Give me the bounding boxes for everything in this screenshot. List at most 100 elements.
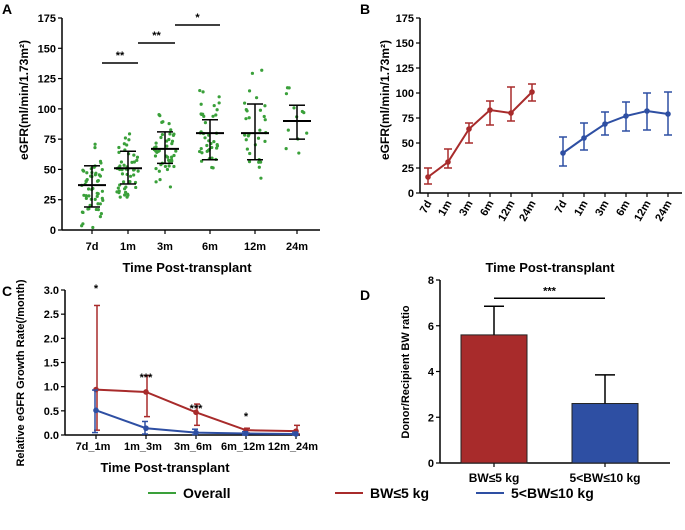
panel-c-point bbox=[193, 429, 199, 436]
panel-a-point bbox=[169, 128, 173, 132]
panel-a-point bbox=[84, 196, 88, 200]
panel-a-point bbox=[115, 190, 119, 194]
panel-a-y-tick-label: 25 bbox=[44, 195, 56, 207]
panel-b-point bbox=[466, 126, 472, 132]
panel-a-x-tick-label: 3m bbox=[157, 241, 173, 253]
panel-a: A eGFR(ml/min/1.73m²) Time Post-transpla… bbox=[2, 1, 320, 275]
panel-a-point bbox=[153, 154, 158, 158]
panel-a-point bbox=[286, 128, 290, 132]
panel-b-x-tick-label: 12m bbox=[632, 198, 654, 223]
panel-a-point bbox=[116, 186, 120, 190]
panel-c-y-tick-label: 2.5 bbox=[44, 309, 59, 321]
panel-c: C Relative eGFR Growth Rate(/month) Time… bbox=[2, 279, 318, 475]
panel-a-sig-label: * bbox=[195, 12, 200, 24]
panel-b-y-tick-label: 75 bbox=[402, 113, 414, 125]
panel-a-point bbox=[256, 136, 261, 140]
panel-b-y-tick-label: 125 bbox=[396, 63, 414, 75]
panel-b-point bbox=[425, 174, 431, 180]
panel-c-point bbox=[293, 431, 299, 437]
panel-c-x-tick-label: 7d_1m bbox=[76, 441, 111, 453]
panel-a-point bbox=[132, 173, 136, 177]
panel-a-point bbox=[118, 195, 122, 199]
panel-a-point bbox=[167, 122, 171, 126]
panel-a-y-tick-label: 0 bbox=[50, 225, 56, 237]
panel-a-point bbox=[254, 96, 259, 100]
panel-b-y-tick-label: 0 bbox=[408, 188, 414, 200]
panel-d-ylabel: Donor/Recipient BW ratio bbox=[400, 305, 412, 439]
panel-a-point bbox=[244, 117, 248, 121]
panel-a-point bbox=[248, 151, 252, 156]
panel-c-y-tick-label: 1.5 bbox=[44, 358, 59, 370]
panel-a-point bbox=[284, 92, 289, 96]
panel-a-point bbox=[93, 142, 97, 146]
panel-a-point bbox=[157, 169, 161, 173]
panel-a-point bbox=[212, 103, 216, 108]
panel-b-x-tick-label: 7d bbox=[418, 199, 435, 216]
panel-a-point bbox=[172, 164, 176, 169]
panel-a-point bbox=[86, 207, 90, 211]
panel-a-point bbox=[160, 120, 164, 125]
panel-b-point bbox=[644, 108, 650, 114]
panel-a-point bbox=[135, 155, 140, 159]
panel-a-point bbox=[160, 132, 165, 137]
panel-a-point bbox=[154, 166, 158, 171]
panel-a-point bbox=[247, 160, 252, 164]
panel-a-xlabel: Time Post-transplant bbox=[122, 260, 252, 275]
panel-a-point bbox=[172, 132, 176, 136]
panel-a-sig-label: ** bbox=[116, 50, 125, 62]
panel-a-point bbox=[100, 189, 105, 193]
panel-b-point bbox=[560, 150, 566, 156]
panel-a-point bbox=[259, 160, 263, 164]
panel-a-label: A bbox=[2, 1, 12, 17]
panel-b-x-tick-label: 6m bbox=[478, 198, 496, 218]
panel-c-y-tick-label: 0.0 bbox=[44, 430, 59, 442]
panel-a-point bbox=[98, 215, 102, 219]
panel-c-sig-label: *** bbox=[190, 403, 204, 415]
panel-a-point bbox=[292, 106, 296, 110]
panel-d-x-tick-label: BW≤5 kg bbox=[469, 471, 520, 485]
panel-b-point bbox=[665, 111, 671, 117]
panel-c-point bbox=[93, 407, 99, 414]
panel-c-point bbox=[143, 425, 149, 432]
panel-a-point bbox=[158, 178, 162, 182]
panel-a-point bbox=[95, 194, 99, 199]
panel-a-point bbox=[127, 138, 131, 142]
panel-b-point bbox=[581, 135, 587, 141]
panel-a-y-tick-label: 50 bbox=[44, 164, 56, 176]
panel-a-point bbox=[203, 121, 208, 125]
panel-a-point bbox=[284, 146, 288, 151]
panel-a-point bbox=[165, 139, 169, 143]
panel-a-point bbox=[80, 210, 85, 214]
panel-c-x-tick-label: 6m_12m bbox=[221, 441, 265, 453]
panel-a-x-tick-label: 7d bbox=[86, 241, 99, 253]
panel-a-point bbox=[158, 114, 162, 118]
panel-a-point bbox=[263, 104, 267, 108]
panel-b-y-tick-label: 25 bbox=[402, 163, 414, 175]
panel-a-point bbox=[217, 95, 221, 99]
panel-a-point bbox=[214, 113, 218, 117]
panel-a-point bbox=[96, 202, 100, 206]
panel-a-point bbox=[154, 149, 158, 153]
panel-a-point bbox=[169, 155, 174, 159]
panel-d-y-tick-label: 4 bbox=[428, 367, 435, 379]
panel-c-sig-label: * bbox=[94, 283, 99, 295]
panel-b-point bbox=[529, 89, 535, 95]
panel-b-ylabel: eGFR(ml/min/1.73m²) bbox=[378, 40, 392, 160]
panel-a-point bbox=[154, 180, 158, 184]
panel-a-point bbox=[136, 169, 140, 173]
panel-a-point bbox=[258, 128, 262, 132]
panel-a-point bbox=[95, 191, 99, 195]
panel-b-x-tick-label: 24m bbox=[517, 198, 539, 223]
panel-a-point bbox=[205, 149, 209, 153]
panel-a-x-tick-label: 6m bbox=[202, 241, 218, 253]
panel-a-y-tick-label: 75 bbox=[44, 134, 56, 146]
panel-a-point bbox=[247, 116, 251, 120]
panel-a-point bbox=[170, 142, 174, 146]
panel-b-x-tick-label: 3m bbox=[457, 198, 475, 218]
panel-b-label: B bbox=[360, 1, 370, 17]
panel-a-point bbox=[95, 179, 100, 183]
panel-a-y-tick-label: 150 bbox=[38, 43, 56, 55]
panel-a-point bbox=[215, 144, 220, 148]
panel-a-ylabel: eGFR(ml/min/1.73m²) bbox=[17, 40, 31, 160]
panel-a-point bbox=[170, 159, 174, 163]
